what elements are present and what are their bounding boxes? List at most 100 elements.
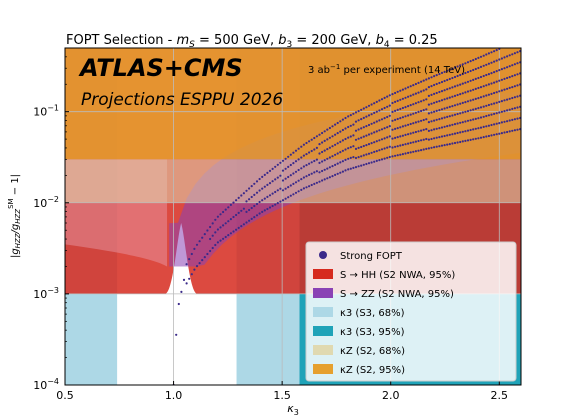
fopt-point-62 — [242, 223, 245, 226]
fopt-point-722 — [495, 101, 498, 104]
fopt-point-545 — [443, 89, 446, 92]
fopt-point-733 — [498, 79, 501, 82]
fopt-point-259 — [347, 147, 350, 150]
fopt-point-25 — [209, 225, 212, 229]
fopt-point-503 — [433, 146, 436, 149]
fopt-point-394 — [396, 108, 399, 111]
fopt-point-787 — [516, 106, 519, 109]
fopt-point-585 — [456, 131, 459, 135]
fopt-point-92 — [261, 175, 264, 178]
fopt-point-65 — [245, 221, 248, 224]
fopt-point-748 — [503, 99, 506, 102]
axes-frame — [64, 47, 522, 386]
fopt-point-347 — [380, 138, 384, 141]
fopt-point-85 — [258, 212, 261, 215]
fopt-point-222 — [331, 165, 334, 168]
fopt-point-481 — [425, 108, 428, 111]
fopt-point-710 — [493, 133, 496, 136]
fopt-point-502 — [430, 76, 433, 79]
legend-label-5: κZ (S2, 68%) — [340, 346, 405, 357]
fopt-point-319 — [370, 142, 373, 145]
fopt-point-614 — [464, 110, 467, 113]
fopt-point-712 — [493, 112, 496, 115]
fopt-point-265 — [349, 146, 352, 149]
fopt-point-655 — [474, 57, 477, 61]
fopt-point-671 — [479, 75, 483, 79]
fopt-point-444 — [412, 84, 415, 87]
fopt-point-318 — [370, 151, 373, 154]
fopt-point-555 — [446, 78, 449, 82]
fopt-point-465 — [420, 109, 423, 113]
fopt-point-230 — [334, 143, 337, 146]
fopt-point-87 — [258, 189, 261, 192]
fopt-point-28 — [211, 222, 214, 225]
fopt-point-485 — [427, 147, 430, 150]
fopt-point-359 — [386, 156, 389, 159]
fopt-point-599 — [459, 83, 462, 86]
fopt-point-84 — [255, 180, 259, 183]
kz-68-band — [65, 159, 521, 203]
fopt-point-8 — [188, 258, 191, 261]
fopt-point-770 — [511, 118, 514, 121]
x-tick-label-3: 2.0 — [382, 389, 400, 402]
fopt-point-786 — [516, 117, 519, 120]
fopt-point-490 — [427, 103, 430, 106]
fopt-point-79 — [253, 193, 256, 196]
fopt-point-729 — [498, 122, 501, 125]
fopt-point-539 — [443, 144, 446, 147]
fopt-point-592 — [456, 65, 459, 68]
fopt-point-155 — [297, 147, 300, 150]
fopt-point-531 — [440, 135, 444, 138]
fopt-point-582 — [453, 75, 457, 79]
fopt-point-378 — [391, 110, 394, 113]
fopt-point-246 — [341, 160, 344, 163]
fopt-point-777 — [513, 129, 517, 132]
fopt-point-193 — [318, 161, 321, 164]
fopt-point-43 — [224, 208, 227, 211]
fopt-point-732 — [498, 90, 501, 93]
fopt-point-453 — [417, 149, 420, 152]
fopt-point-497 — [430, 120, 433, 123]
fopt-point-393 — [396, 117, 399, 121]
fopt-point-214 — [326, 128, 329, 131]
fopt-point-60 — [240, 209, 243, 212]
fopt-point-623 — [466, 110, 470, 113]
x-axis-label: κ3 — [287, 402, 299, 417]
fopt-point-211 — [326, 157, 329, 160]
fopt-point-443 — [412, 93, 415, 96]
fopt-point-164 — [302, 154, 305, 157]
fopt-point-307 — [365, 125, 368, 128]
fopt-point-105 — [271, 204, 274, 208]
fopt-point-513 — [435, 136, 438, 139]
fopt-point-612 — [464, 130, 467, 133]
fopt-point-361 — [386, 136, 389, 139]
fopt-point-522 — [438, 136, 441, 139]
fopt-point-690 — [485, 63, 488, 66]
fopt-point-285 — [357, 137, 360, 140]
fopt-point-352 — [383, 157, 386, 160]
fopt-point-641 — [472, 108, 475, 111]
fopt-point-693 — [487, 124, 490, 127]
fopt-point-584 — [456, 141, 459, 144]
fopt-point-40 — [222, 210, 225, 214]
fopt-point-625 — [466, 90, 470, 93]
fopt-point-183 — [313, 159, 316, 163]
fopt-point-691 — [485, 53, 488, 56]
fopt-point-541 — [443, 125, 446, 128]
fopt-point-473 — [422, 109, 425, 112]
fopt-point-72 — [248, 187, 251, 190]
fopt-point-153 — [297, 168, 300, 172]
fopt-point-160 — [300, 145, 303, 148]
fopt-point-382 — [394, 145, 397, 148]
fopt-point-434 — [409, 104, 412, 107]
fopt-point-537 — [440, 80, 444, 84]
fopt-point-632 — [469, 109, 472, 112]
fopt-point-324 — [373, 160, 376, 163]
fopt-point-549 — [446, 134, 449, 137]
fopt-point-229 — [334, 153, 337, 156]
fopt-point-175 — [308, 140, 311, 143]
fopt-point-659 — [477, 107, 480, 110]
fopt-point-354 — [383, 137, 386, 140]
fopt-point-558 — [448, 133, 451, 136]
fopt-point-769 — [511, 129, 514, 132]
